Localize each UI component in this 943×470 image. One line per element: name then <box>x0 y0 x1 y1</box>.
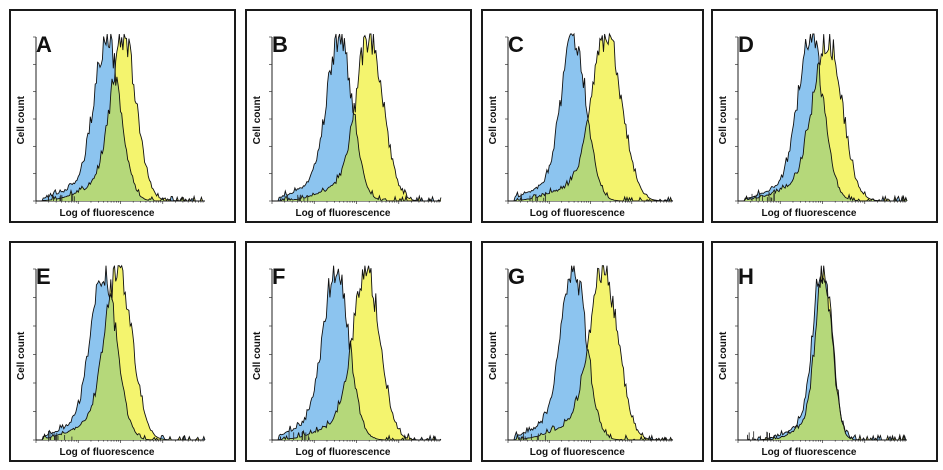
sample-outline <box>738 265 907 441</box>
panel-label: H <box>738 264 754 289</box>
histogram-panel-a: A Cell count Log of fluorescence <box>9 9 236 223</box>
sample-histogram <box>36 265 205 440</box>
sample-histogram <box>508 34 673 201</box>
sample-outline <box>272 265 442 441</box>
control-outline <box>508 32 674 203</box>
control-outline <box>272 265 441 442</box>
x-axis-label: Log of fluorescence <box>59 447 154 458</box>
x-axis-label: Log of fluorescence <box>530 447 625 458</box>
sample-histogram <box>508 265 673 440</box>
sample-histogram <box>272 265 441 440</box>
histogram-panel-g: G Cell count Log of fluorescence <box>481 241 704 462</box>
x-axis-label: Log of fluorescence <box>761 208 856 219</box>
y-axis-label: Cell count <box>488 95 499 144</box>
control-outline <box>36 33 205 202</box>
y-axis-label: Cell count <box>488 331 499 380</box>
sample-outline <box>36 264 205 441</box>
histogram-panel-h: H Cell count Log of fluorescence <box>711 241 938 462</box>
panel-label: G <box>508 264 525 289</box>
control-histogram <box>272 265 441 440</box>
histogram-panel-e: E Cell count Log of fluorescence <box>9 241 236 462</box>
histogram-panel-d: D Cell count Log of fluorescence <box>711 9 938 223</box>
sample-outline <box>508 32 673 202</box>
x-axis-label: Log of fluorescence <box>295 447 390 458</box>
y-axis-label: Cell count <box>718 331 729 380</box>
x-axis-label: Log of fluorescence <box>295 208 390 219</box>
control-outline <box>272 33 441 203</box>
x-axis-label: Log of fluorescence <box>59 208 154 219</box>
panel-label: C <box>508 32 524 57</box>
control-outline <box>508 265 673 442</box>
sample-outline <box>36 33 205 202</box>
control-outline <box>738 33 908 202</box>
x-axis-label: Log of fluorescence <box>530 208 625 219</box>
histogram-panel-c: C Cell count Log of fluorescence <box>481 9 704 223</box>
sample-histogram <box>272 34 441 201</box>
y-axis-label: Cell count <box>252 331 263 380</box>
y-axis-label: Cell count <box>16 331 27 380</box>
histogram-panel-b: B Cell count Log of fluorescence <box>245 9 472 223</box>
x-axis-label: Log of fluorescence <box>761 447 856 458</box>
sample-outline <box>738 33 908 203</box>
overlap-region <box>738 277 907 440</box>
y-axis-label: Cell count <box>16 95 27 144</box>
y-axis-label: Cell count <box>718 95 729 144</box>
panel-label: A <box>36 32 52 57</box>
panel-label: F <box>272 264 285 289</box>
panel-label: D <box>738 32 754 57</box>
histogram-panel-f: F Cell count Log of fluorescence <box>245 241 472 462</box>
panel-label: E <box>36 264 51 289</box>
y-axis-label: Cell count <box>252 95 263 144</box>
panel-label: B <box>272 32 288 57</box>
sample-outline <box>508 265 674 441</box>
overlap-region <box>738 34 907 201</box>
overlap-region <box>36 34 205 201</box>
